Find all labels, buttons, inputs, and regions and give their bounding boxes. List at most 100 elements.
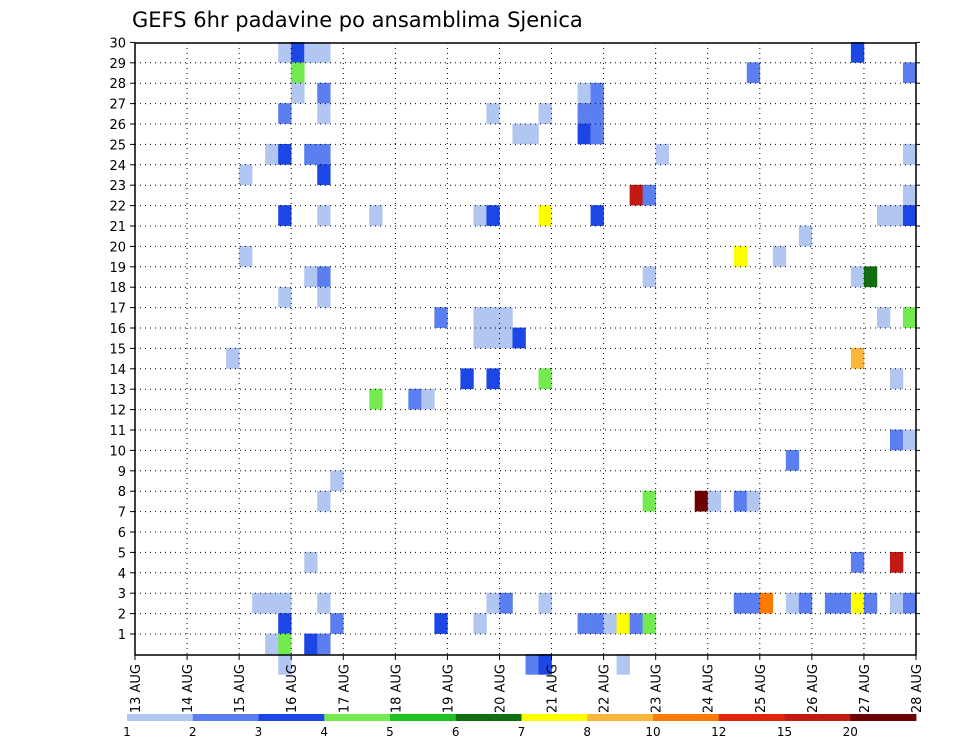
precip-cell [525,654,539,675]
legend-label: 10 [645,725,660,739]
precip-cell [434,307,448,328]
precip-cell [304,266,318,288]
precip-cell [278,613,292,634]
y-tick-label: 11 [109,424,126,439]
color-legend: 1 2 3 4 5 6 7 8 10 12 15 20 [123,714,917,739]
precip-cell [317,205,331,226]
chart-title: GEFS 6hr padavine po ansamblima Sjenica [132,8,583,32]
precip-cell [642,490,656,512]
precip-cell [694,490,709,512]
precip-cell [863,592,878,614]
y-tick-label: 15 [109,342,126,357]
grid-lines [135,43,916,655]
legend-label: 12 [711,725,726,739]
precip-cell [330,613,344,634]
precip-cell [642,613,656,634]
precip-cell [785,592,800,614]
y-tick-label: 20 [109,240,126,255]
plot-frame [134,42,917,656]
precip-cell [304,633,318,655]
precip-cell [655,144,669,165]
precip-cell [590,123,604,145]
legend-label: 7 [518,725,526,739]
precip-cell [421,388,435,410]
x-tick-label: 28 AUG [910,664,925,713]
x-tick-label: 27 AUG [858,664,873,713]
precip-cell [616,654,630,675]
precip-cell [642,184,656,206]
precip-cell [902,307,917,328]
y-tick-label: 19 [109,261,126,276]
precip-cell [902,592,917,614]
legend-swatch [850,714,917,721]
precip-cell [278,103,292,124]
precip-cell [486,368,500,390]
legend-label: 1 [123,725,131,739]
legend-label: 20 [843,725,858,739]
precip-cell [902,144,917,165]
precip-cell [239,246,253,267]
precip-cell [304,552,318,573]
precip-cell [707,490,722,512]
precip-cell [889,368,904,390]
legend-label: 2 [189,725,197,739]
precip-cell [317,266,331,288]
precip-cell [889,552,904,573]
x-tick-label: 26 AUG [806,664,821,713]
precip-cell [538,205,552,226]
precip-cell [486,592,500,614]
precip-cell [512,123,526,145]
precip-cell [889,205,904,226]
precip-cell [317,103,331,124]
precip-cell [824,592,839,614]
legend-label: 15 [777,725,792,739]
precip-cell [577,103,591,124]
precip-cell [577,82,591,104]
precip-cell [317,42,331,63]
legend-swatch [127,714,194,721]
precip-cell [486,103,500,124]
precip-cell [759,592,774,614]
y-tick-label: 6 [118,526,126,541]
y-tick-label: 10 [109,444,126,459]
precip-cell [317,633,331,655]
legend-swatch [258,714,325,721]
legend-swatch [324,714,391,721]
y-tick-label: 12 [109,404,126,419]
precip-cell [746,62,761,84]
precip-cell [772,246,787,267]
precip-cell [863,266,878,288]
precip-cell [473,613,487,634]
y-tick-label: 28 [109,77,126,92]
legend-label: 3 [255,725,263,739]
precip-cell [902,205,917,226]
precip-cell [369,205,383,226]
legend-swatch [455,714,522,721]
legend-swatch [653,714,720,721]
x-tick-label: 17 AUG [337,664,352,713]
legend-label: 8 [583,725,591,739]
precip-cell [590,613,604,634]
precip-cell [733,246,748,267]
precip-cell [512,327,526,349]
x-tick-label: 20 AUG [493,664,508,713]
precip-cell [278,42,292,63]
y-tick-label: 18 [109,281,126,296]
x-tick-label: 25 AUG [754,664,769,713]
y-tick-label: 2 [118,608,126,623]
precip-cell [538,592,552,614]
precip-cell [278,144,292,165]
precip-cell [876,307,891,328]
precip-cell [486,307,500,328]
precip-cell [317,592,331,614]
y-tick-label: 25 [109,138,126,153]
precip-cell [278,286,292,308]
precip-cell [278,592,292,614]
y-tick-label: 24 [109,159,126,174]
precip-cell [265,144,279,165]
precip-cell [265,633,279,655]
precip-cell [577,123,591,145]
precip-cell [486,205,500,226]
precip-cell [278,633,292,655]
